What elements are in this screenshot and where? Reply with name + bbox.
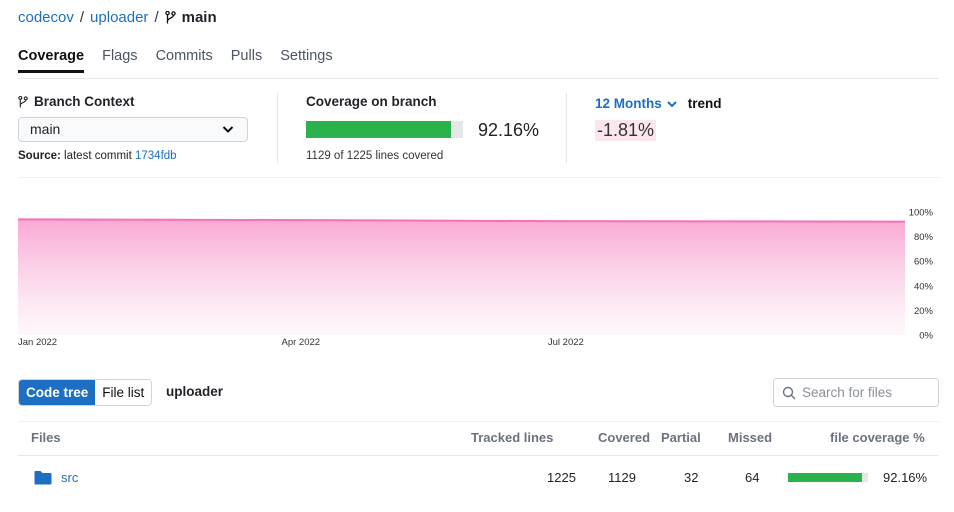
- breadcrumb-org-link[interactable]: codecov: [18, 9, 74, 26]
- column-header-coverage[interactable]: file coverage %: [830, 430, 925, 445]
- view-toggle: Code tree File list: [18, 379, 153, 406]
- x-tick-label: Jan 2022: [18, 337, 57, 348]
- file-coverage-cell: 92.16%: [883, 470, 928, 485]
- source-line: Source: latest commit 1734fdb: [18, 150, 177, 162]
- coverage-panel: Coverage on branch 92.16% 1129 of 1225 l…: [306, 94, 539, 162]
- y-tick-label: 20%: [914, 306, 934, 317]
- file-coverage-bar: [788, 473, 868, 482]
- code-tree-button[interactable]: Code tree: [19, 380, 96, 405]
- branch-context-heading: Branch Context: [18, 94, 135, 109]
- branch-context-title: Branch Context: [34, 94, 135, 109]
- breadcrumb-separator: /: [154, 9, 159, 26]
- column-header-tracked[interactable]: Tracked lines: [471, 430, 554, 445]
- chevron-down-icon: [667, 100, 677, 107]
- table-divider: [18, 421, 939, 422]
- y-tick-label: 80%: [914, 232, 934, 243]
- tracked-lines-cell: 1225: [547, 470, 576, 485]
- table-row[interactable]: src 1225 1129 32 64 92.16%: [18, 467, 939, 489]
- section-divider: [18, 177, 939, 178]
- table-header: Files Tracked lines Covered Partial Miss…: [18, 430, 939, 450]
- column-header-missed[interactable]: Missed: [728, 430, 773, 445]
- tabs-divider: [18, 78, 939, 79]
- trend-value: -1.81%: [595, 120, 657, 141]
- coverage-trend-chart: 100% 80% 60% 40% 20% 0% Jan 2022 Apr 2022 Jul 20…: [17, 208, 934, 348]
- x-tick-label: Jul 2022: [548, 337, 584, 348]
- coverage-area: [18, 219, 905, 335]
- table-divider: [18, 455, 939, 456]
- trend-panel: 12 Months trend -1.81%: [595, 96, 722, 141]
- tab-flags[interactable]: Flags: [102, 48, 138, 64]
- folder-icon: [34, 471, 52, 485]
- chevron-down-icon: [222, 126, 234, 133]
- search-icon: [782, 386, 796, 399]
- y-tick-label: 40%: [914, 281, 934, 292]
- missed-cell: 64: [745, 470, 760, 485]
- coverage-progress-fill: [306, 121, 451, 138]
- file-search: [773, 378, 939, 407]
- y-tick-label: 100%: [909, 208, 934, 219]
- branch-context-panel: Branch Context main Source: latest commi…: [18, 94, 248, 162]
- file-name-link[interactable]: src: [61, 470, 79, 485]
- tab-pulls[interactable]: Pulls: [230, 48, 263, 64]
- column-header-covered[interactable]: Covered: [598, 430, 651, 445]
- coverage-progress-bar: [306, 121, 463, 138]
- search-input[interactable]: [802, 385, 932, 400]
- tab-bar: Coverage Flags Commits Pulls Settings: [18, 48, 333, 73]
- trend-range-select[interactable]: 12 Months: [595, 96, 678, 111]
- coverage-percent: 92.16%: [478, 120, 540, 140]
- column-header-files[interactable]: Files: [31, 430, 61, 445]
- source-text: latest commit: [64, 150, 132, 162]
- coverage-lines: 1129 of 1225 lines covered: [306, 150, 444, 162]
- branch-icon: [18, 95, 28, 107]
- tab-commits[interactable]: Commits: [155, 48, 213, 64]
- column-header-partial[interactable]: Partial: [661, 430, 701, 445]
- tab-coverage[interactable]: Coverage: [18, 48, 85, 73]
- commit-link[interactable]: 1734fdb: [134, 150, 177, 162]
- x-tick-label: Apr 2022: [282, 337, 321, 348]
- panel-divider: [566, 93, 567, 163]
- branch-icon: [164, 11, 176, 24]
- coverage-line: [17, 218, 906, 223]
- covered-cell: 1129: [608, 470, 636, 485]
- breadcrumb-branch: main: [181, 9, 217, 26]
- coverage-title: Coverage on branch: [306, 94, 437, 109]
- file-coverage-fill: [788, 473, 862, 482]
- breadcrumb: codecov / uploader / main: [18, 9, 217, 26]
- partial-cell: 32: [684, 470, 699, 485]
- panel-divider: [277, 93, 278, 163]
- breadcrumb-separator: /: [79, 9, 85, 26]
- trend-heading: 12 Months trend: [595, 96, 722, 111]
- y-tick-label: 0%: [919, 331, 933, 342]
- file-list-button[interactable]: File list: [95, 380, 152, 405]
- branch-select-value: main: [30, 121, 61, 137]
- breadcrumb-repo-link[interactable]: uploader: [90, 9, 149, 26]
- trend-range-label: 12 Months: [595, 96, 662, 111]
- tab-settings[interactable]: Settings: [280, 48, 333, 64]
- file-tree-root: uploader: [166, 384, 224, 399]
- source-label: Source:: [18, 150, 61, 162]
- y-tick-label: 60%: [914, 257, 934, 268]
- branch-select[interactable]: main: [18, 117, 248, 142]
- trend-label: trend: [687, 96, 722, 111]
